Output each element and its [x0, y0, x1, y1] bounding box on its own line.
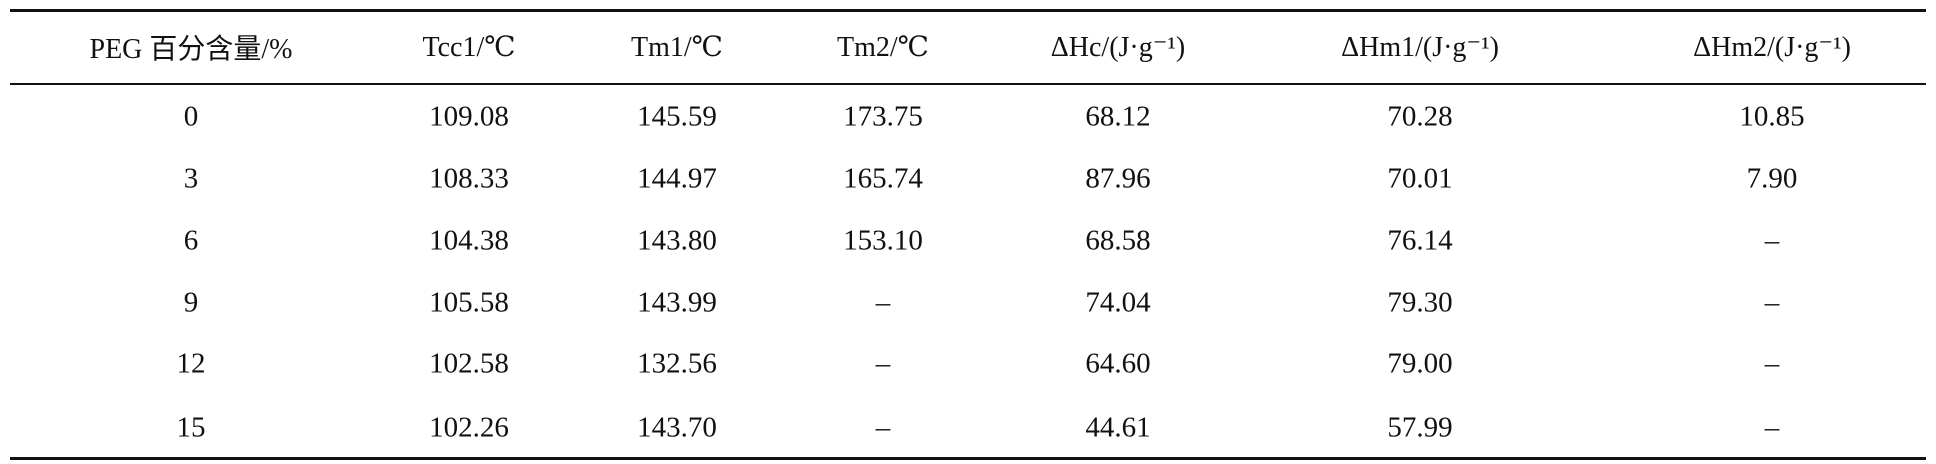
- table-cell: –: [875, 286, 891, 319]
- table-cell: 44.61: [1085, 411, 1151, 444]
- table-cell: 102.58: [429, 347, 509, 380]
- column-header: PEG 百分含量/%: [89, 34, 293, 65]
- table-cell: 76.14: [1387, 224, 1453, 257]
- table-cell: 70.01: [1387, 162, 1453, 195]
- table-cell: –: [875, 347, 891, 380]
- table-cell: 68.58: [1085, 224, 1151, 257]
- table-cell: 143.99: [637, 286, 717, 319]
- table-cell: 145.59: [637, 100, 717, 133]
- header-rule: [10, 83, 1926, 85]
- table-cell: 79.00: [1387, 347, 1453, 380]
- table-cell: 173.75: [843, 100, 923, 133]
- table-cell: 143.70: [637, 411, 717, 444]
- table-cell: 79.30: [1387, 286, 1453, 319]
- table-cell: –: [1764, 286, 1780, 319]
- table-cell: –: [1764, 224, 1780, 257]
- table-cell: 57.99: [1387, 411, 1453, 444]
- table-cell: 87.96: [1085, 162, 1151, 195]
- table-cell: 108.33: [429, 162, 509, 195]
- column-header: ΔHc/(J·g⁻¹): [1050, 32, 1186, 63]
- top-rule: [10, 9, 1926, 12]
- table-cell: 144.97: [637, 162, 717, 195]
- table-cell: –: [1764, 411, 1780, 444]
- table-cell: 68.12: [1085, 100, 1151, 133]
- bottom-rule: [10, 457, 1926, 460]
- table-cell: 15: [176, 411, 206, 444]
- table-cell: 12: [176, 347, 206, 380]
- table-cell: 104.38: [429, 224, 509, 257]
- table-cell: 74.04: [1085, 286, 1151, 319]
- column-header: ΔHm1/(J·g⁻¹): [1341, 32, 1499, 63]
- table-cell: 143.80: [637, 224, 717, 257]
- table-cell: 0: [183, 100, 199, 133]
- table-cell: 64.60: [1085, 347, 1151, 380]
- table-cell: 109.08: [429, 100, 509, 133]
- table-cell: 3: [183, 162, 199, 195]
- column-header: Tm2/℃: [837, 32, 929, 63]
- table-cell: 7.90: [1746, 162, 1798, 195]
- table-cell: 9: [183, 286, 199, 319]
- table-cell: 102.26: [429, 411, 509, 444]
- table-cell: 153.10: [843, 224, 923, 257]
- table-cell: 132.56: [637, 347, 717, 380]
- table-cell: 165.74: [843, 162, 923, 195]
- column-header: ΔHm2/(J·g⁻¹): [1693, 32, 1851, 63]
- column-header: Tm1/℃: [631, 32, 723, 63]
- table-cell: 105.58: [429, 286, 509, 319]
- table-cell: –: [875, 411, 891, 444]
- table-cell: 70.28: [1387, 100, 1453, 133]
- column-header: Tcc1/℃: [422, 32, 516, 63]
- table-cell: –: [1764, 347, 1780, 380]
- table-cell: 6: [183, 224, 199, 257]
- table-cell: 10.85: [1739, 100, 1805, 133]
